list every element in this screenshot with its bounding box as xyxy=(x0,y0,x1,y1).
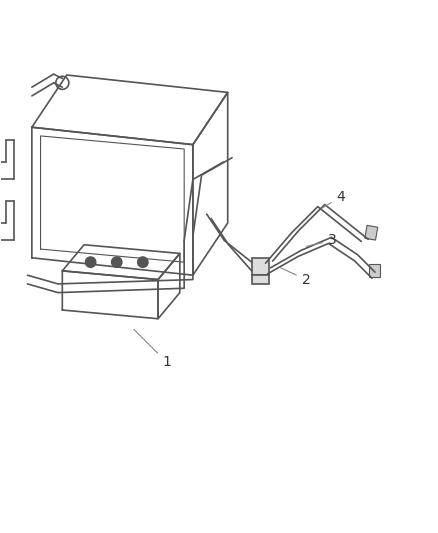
Bar xyxy=(252,258,269,275)
Text: 1: 1 xyxy=(134,329,171,369)
Circle shape xyxy=(85,257,96,268)
Circle shape xyxy=(112,257,122,268)
Text: 4: 4 xyxy=(321,190,345,208)
Bar xyxy=(369,264,380,277)
Text: 2: 2 xyxy=(280,268,311,287)
Bar xyxy=(365,225,378,240)
Circle shape xyxy=(138,257,148,268)
Text: 3: 3 xyxy=(307,233,336,247)
Bar xyxy=(252,275,269,284)
